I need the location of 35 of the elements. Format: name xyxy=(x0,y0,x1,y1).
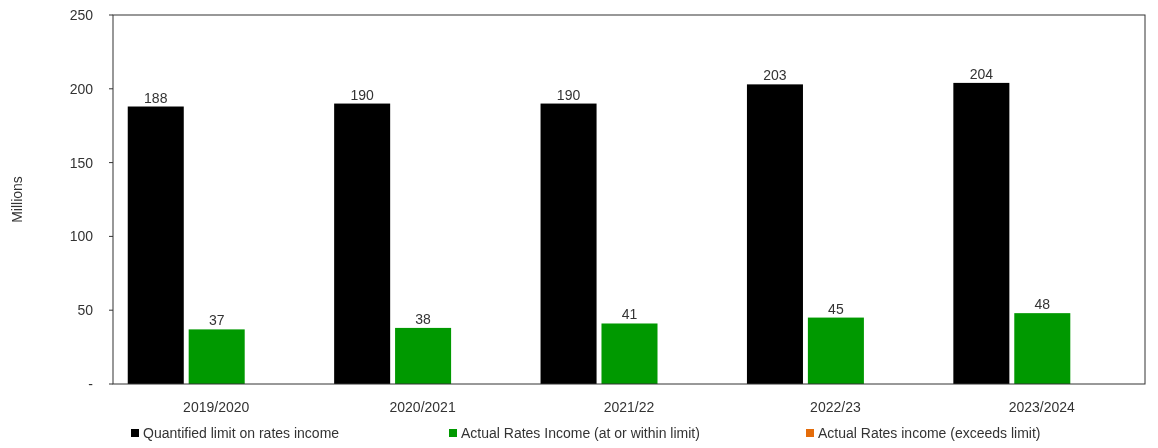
bar xyxy=(746,84,803,384)
data-label: 45 xyxy=(828,300,844,317)
y-tick-label: 250 xyxy=(69,6,94,23)
bar xyxy=(334,103,391,384)
y-axis-title: Millions xyxy=(9,176,25,223)
bar xyxy=(127,106,184,384)
data-label: 204 xyxy=(969,65,994,82)
data-label: 37 xyxy=(208,312,225,329)
data-label: 190 xyxy=(556,86,581,103)
data-label: 41 xyxy=(621,306,638,323)
y-tick-label: 150 xyxy=(69,154,94,171)
x-tick-label: 2023/2024 xyxy=(1008,399,1076,415)
data-label: 203 xyxy=(763,67,787,84)
y-tick-label: 100 xyxy=(69,228,94,245)
legend-label: Actual Rates income (exceeds limit) xyxy=(818,425,1041,441)
bar xyxy=(395,327,452,384)
bar xyxy=(601,323,658,384)
bar xyxy=(1014,313,1071,384)
data-label: 48 xyxy=(1034,296,1051,313)
bar xyxy=(953,82,1010,384)
y-tick-label: 200 xyxy=(69,80,94,97)
x-tick-label: 2022/23 xyxy=(810,399,861,415)
x-tick-label: 2020/2021 xyxy=(389,399,456,415)
x-tick-label: 2021/22 xyxy=(603,399,655,415)
x-tick-label: 2019/2020 xyxy=(183,399,250,415)
bar xyxy=(540,103,597,384)
y-tick-label: 50 xyxy=(77,302,94,319)
bar xyxy=(807,317,864,384)
data-label: 38 xyxy=(415,310,432,327)
bar xyxy=(188,329,245,384)
data-label: 190 xyxy=(350,86,375,103)
legend-label: Quantified limit on rates income xyxy=(143,425,340,441)
data-label: 188 xyxy=(144,89,168,106)
legend-label: Actual Rates Income (at or within limit) xyxy=(461,425,700,441)
y-tick-label: - xyxy=(88,375,94,392)
